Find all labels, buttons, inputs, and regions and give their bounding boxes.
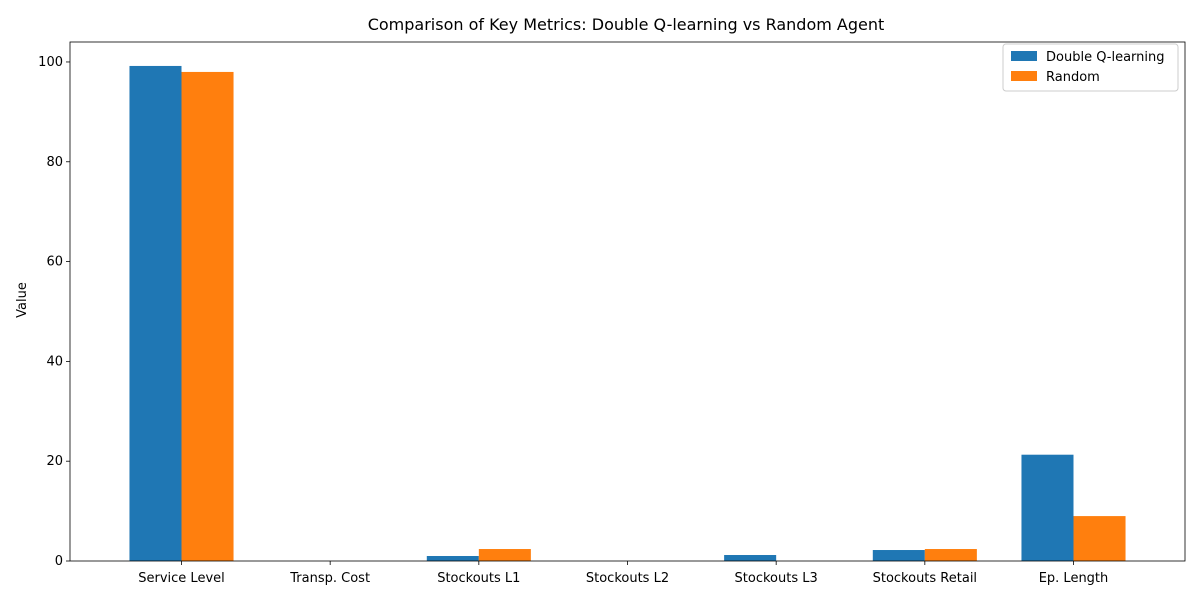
y-tick-label-1: 20 [46,454,63,469]
legend-box [1002,43,1179,92]
x-tick-label-3: Stockouts L2 [586,571,669,586]
x-tick-label-6: Ep. Length [1039,571,1109,586]
bar-random-0 [181,71,234,561]
bar-random-6 [1073,516,1126,561]
y-tick-label-2: 40 [46,354,63,369]
axes-frame [69,41,1186,562]
x-tick-label-4: Stockouts L3 [735,571,818,586]
x-tick-label-1: Transp. Cost [289,571,370,586]
y-tick-label-4: 80 [46,155,63,170]
bar-double-q-2 [426,556,479,561]
bar-double-q-4 [724,555,777,561]
bar-random-5 [924,549,977,561]
legend-label-1: Random [1046,70,1100,85]
y-tick-label-0: 0 [55,554,63,569]
y-tick-label-5: 100 [38,55,63,70]
legend-swatch-0 [1011,51,1037,61]
y-axis-label: Value [15,282,30,318]
x-tick-label-0: Service Level [138,571,225,586]
x-tick-label-2: Stockouts L1 [437,571,520,586]
legend-label-0: Double Q-learning [1046,50,1165,65]
bar-random-2 [478,549,531,561]
plot-area: 0 20 40 60 80 100 Service Level Transp. Cost Sto… [38,41,1186,586]
y-tick-label-3: 60 [46,255,63,270]
chart-title: Comparison of Key Metrics: Double Q-lear… [368,15,885,34]
legend-swatch-1 [1011,71,1037,81]
bar-double-q-5 [872,550,925,561]
bar-double-q-0 [129,65,182,561]
bar-double-q-6 [1021,454,1074,561]
x-tick-label-5: Stockouts Retail [873,571,977,586]
